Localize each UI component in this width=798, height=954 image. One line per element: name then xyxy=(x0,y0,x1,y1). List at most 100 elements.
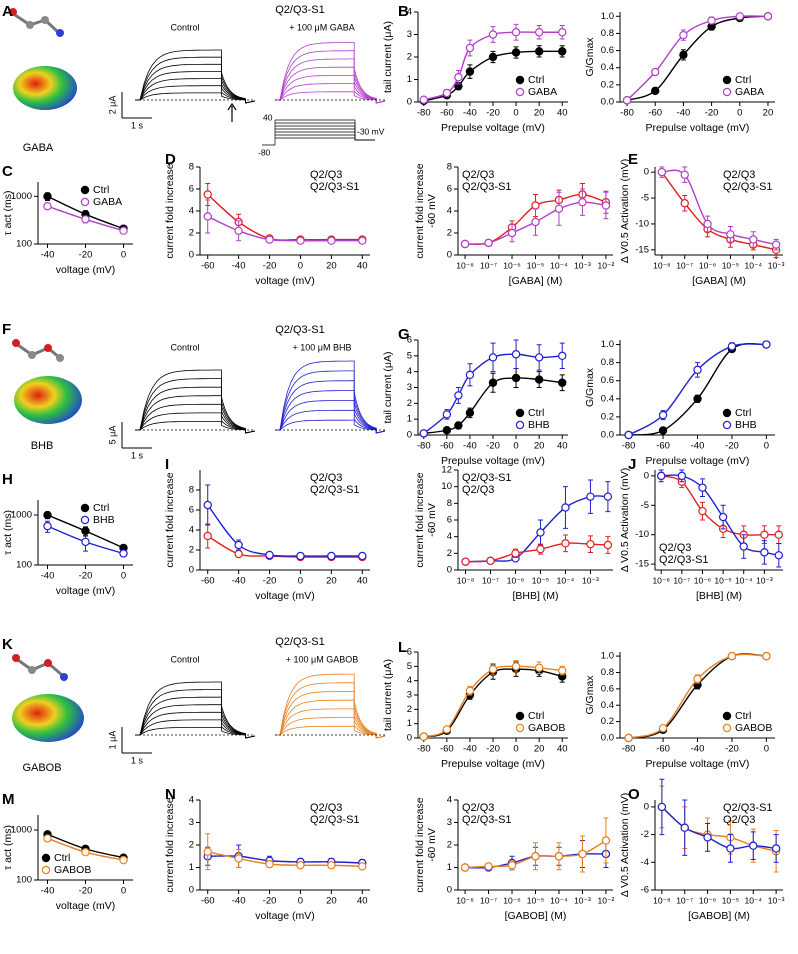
data-point xyxy=(561,539,570,548)
data-point xyxy=(119,549,128,558)
x-tick-label: -80 xyxy=(620,108,634,119)
current-trace xyxy=(275,75,386,104)
legend-marker xyxy=(80,197,90,207)
data-point xyxy=(81,848,90,857)
x-tick-label: 10⁻⁴ xyxy=(550,895,568,905)
data-point xyxy=(511,373,521,383)
legend-marker xyxy=(41,865,51,875)
current-trace xyxy=(135,78,256,104)
legend-label: Ctrl xyxy=(93,184,109,196)
y-axis-label: tail current (μA) xyxy=(382,352,394,424)
y-tick-label: 2 xyxy=(447,228,452,239)
x-tick-label: 0 xyxy=(737,108,742,119)
y-tick-label: 2 xyxy=(189,228,194,239)
drug-label: + 100 μM BHB xyxy=(293,342,352,352)
x-tick-label: -60 xyxy=(656,441,670,452)
data-point xyxy=(561,503,570,512)
data-point xyxy=(707,16,716,25)
y-tick-label: 0 xyxy=(447,565,452,576)
data-point xyxy=(657,802,667,812)
y-tick-label: 0.6 xyxy=(601,45,614,56)
panel-letter: J xyxy=(628,456,636,473)
x-tick-label: 40 xyxy=(357,261,368,272)
x-tick-label: 10⁻⁸ xyxy=(653,895,671,905)
data-point xyxy=(658,426,668,435)
legend-marker xyxy=(41,853,51,863)
y-tick-label: 0.8 xyxy=(601,357,614,368)
x-tick-label: -60 xyxy=(440,744,454,755)
y-tick-label: 6 xyxy=(189,184,194,195)
legend-label: Q2/Q3-S1 xyxy=(310,484,360,496)
data-point xyxy=(727,342,737,351)
x-tick-label: -20 xyxy=(486,441,500,452)
data-point xyxy=(534,353,544,362)
x-tick-label: -40 xyxy=(41,571,55,582)
x-tick-label: -20 xyxy=(79,250,93,261)
x-tick-label: -20 xyxy=(263,261,277,272)
data-point xyxy=(762,340,771,349)
x-tick-label: -60 xyxy=(656,744,670,755)
x-tick-label: -20 xyxy=(79,571,93,582)
data-point xyxy=(703,833,712,842)
x-tick-label: 0 xyxy=(298,896,303,907)
protocol-step xyxy=(275,137,375,141)
data-point xyxy=(358,862,367,871)
current-trace xyxy=(275,682,386,739)
y-tick-label: 0 xyxy=(189,565,194,576)
x-tick-label: -60 xyxy=(440,108,454,119)
data-point xyxy=(488,353,498,362)
data-point xyxy=(726,230,735,239)
molecule-k xyxy=(12,654,84,742)
x-tick-label: -40 xyxy=(463,108,477,119)
legend-marker xyxy=(722,87,732,97)
data-point xyxy=(624,430,633,440)
x-axis-label: Prepulse voltage (mV) xyxy=(646,122,750,134)
x-tick-label: 40 xyxy=(557,441,568,452)
y-axis-label: Δ V0.5 Activation (mV) xyxy=(619,159,631,263)
data-point xyxy=(43,192,52,201)
current-trace xyxy=(275,691,386,739)
legend-label: GABA xyxy=(93,196,122,208)
x-tick-label: 0 xyxy=(298,261,303,272)
data-point xyxy=(488,52,498,62)
x-tick-label: 10⁻⁴ xyxy=(744,260,762,270)
y-tick-label: 0.6 xyxy=(601,683,614,694)
legend-label: Ctrl xyxy=(735,710,751,722)
current-trace xyxy=(135,689,256,739)
fit-line xyxy=(207,535,363,558)
data-point xyxy=(558,47,567,56)
x-tick-label: -40 xyxy=(232,896,246,907)
data-point xyxy=(578,197,587,207)
current-trace xyxy=(135,696,256,739)
y-tick-label: 1 xyxy=(447,862,452,873)
current-trace xyxy=(275,380,386,434)
y-tick-label: 0.2 xyxy=(601,411,614,422)
current-trace xyxy=(135,395,256,434)
data-point xyxy=(749,235,758,244)
legend-label: Ctrl xyxy=(54,852,70,864)
y-tick-label: 8 xyxy=(447,162,452,173)
y-tick-label: 0.8 xyxy=(601,28,614,39)
data-point xyxy=(81,537,90,547)
panel-letter: C xyxy=(2,163,13,180)
legend-label: Q2/Q3 xyxy=(659,542,691,554)
y-axis-label: current fold increase xyxy=(164,797,176,892)
y-axis-label-2: -60 mV xyxy=(426,828,438,862)
x-tick-label: -40 xyxy=(677,108,691,119)
x-tick-label: 10⁻² xyxy=(598,260,615,270)
protocol-top: 40 xyxy=(263,112,273,122)
x-tick-label: -20 xyxy=(263,576,277,587)
x-axis-label: Prepulse voltage (mV) xyxy=(441,455,545,467)
y-tick-label: 100 xyxy=(16,560,32,571)
data-point xyxy=(81,215,90,224)
data-point xyxy=(119,226,128,235)
data-point xyxy=(296,236,305,245)
x-tick-label: 10⁻⁸ xyxy=(653,260,671,270)
x-tick-label: 10⁻⁵ xyxy=(722,895,739,905)
data-point xyxy=(454,391,463,400)
x-tick-label: 10⁻³ xyxy=(756,575,773,585)
y-tick-label: 4 xyxy=(189,795,194,806)
y-tick-label: 0.4 xyxy=(601,700,614,711)
legend-marker xyxy=(722,711,732,721)
y-axis-label: tail current (μA) xyxy=(382,21,394,93)
